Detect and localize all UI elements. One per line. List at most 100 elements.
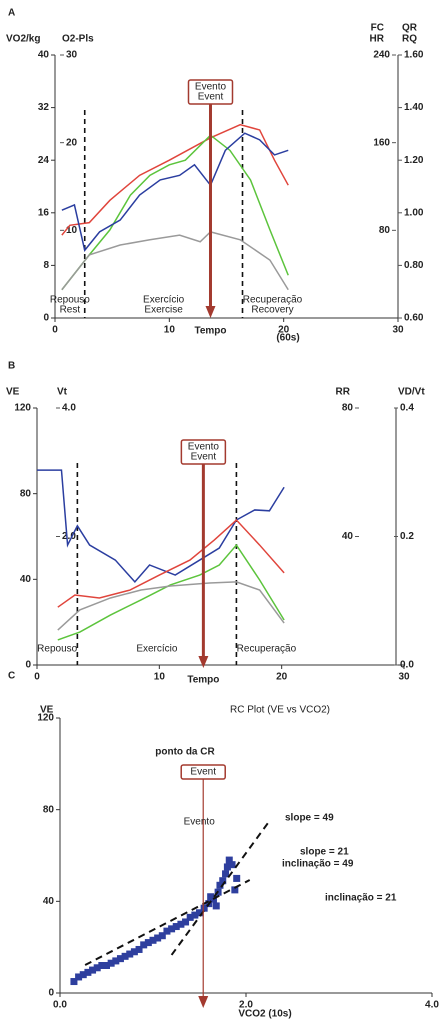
extra-tick-label: 1.00 bbox=[404, 207, 424, 218]
phase-label: Rest bbox=[60, 305, 81, 316]
y-axis-title: VO2/kg bbox=[6, 34, 40, 45]
y-tick-label: 120 bbox=[37, 713, 54, 724]
point bbox=[222, 870, 230, 878]
panel-label: B bbox=[8, 361, 15, 372]
point bbox=[144, 939, 152, 947]
point bbox=[233, 874, 241, 882]
point bbox=[168, 925, 176, 933]
phase-label: Repouso bbox=[37, 644, 77, 655]
axis-title: RR bbox=[336, 387, 351, 398]
axis-title: RQ bbox=[402, 34, 417, 45]
extra-tick-label: 80 bbox=[342, 403, 354, 414]
extra-tick-label: 240 bbox=[373, 50, 390, 61]
extra-tick-label: 1.60 bbox=[404, 50, 424, 61]
annotation: inclinação = 21 bbox=[325, 893, 397, 904]
point bbox=[140, 941, 148, 949]
y-tick-label: 24 bbox=[38, 155, 50, 166]
axis-title: QR bbox=[402, 23, 418, 34]
panel-label: A bbox=[8, 8, 15, 19]
point bbox=[79, 971, 87, 979]
y-tick-label: 0 bbox=[25, 660, 31, 671]
phase-label: Recovery bbox=[251, 305, 293, 316]
x-tick-label: 0.0 bbox=[53, 1000, 67, 1011]
x-label: Tempo bbox=[194, 326, 226, 337]
point bbox=[89, 966, 97, 974]
x-label: Tempo bbox=[187, 675, 219, 686]
extra-tick-label: 2.0 bbox=[62, 531, 76, 542]
point bbox=[186, 913, 194, 921]
x-tick-label: 4.0 bbox=[425, 1000, 439, 1011]
axis-title: VD/Vt bbox=[398, 387, 425, 398]
x-axis-title: VCO2 (10s) bbox=[238, 1009, 291, 1020]
extra-tick-label: 1.40 bbox=[404, 102, 424, 113]
annotation: slope = 21 bbox=[300, 847, 349, 858]
fit-line bbox=[84, 879, 251, 966]
extra-tick-label: 0.60 bbox=[404, 313, 424, 324]
series-line bbox=[61, 123, 289, 236]
point bbox=[207, 893, 215, 901]
extra-tick-label: 4.0 bbox=[62, 403, 76, 414]
point bbox=[98, 962, 106, 969]
subtitle: ponto da CR bbox=[155, 747, 215, 758]
point bbox=[126, 950, 134, 958]
y-tick-label: 80 bbox=[43, 804, 55, 815]
event-label: Event bbox=[190, 767, 216, 778]
event-arrow bbox=[205, 306, 216, 318]
y-axis-title: VE bbox=[40, 705, 54, 716]
point bbox=[223, 863, 231, 871]
point bbox=[219, 877, 227, 885]
extra-tick-label: 0.4 bbox=[400, 403, 414, 414]
y-axis-title: VE bbox=[6, 387, 20, 398]
x-tick-label: 0 bbox=[34, 672, 40, 683]
y-tick-label: 80 bbox=[20, 488, 32, 499]
point bbox=[216, 881, 224, 889]
phase-label: Recuperação bbox=[237, 644, 297, 655]
phase-label: Exercise bbox=[144, 305, 183, 316]
point bbox=[163, 927, 171, 935]
event-label: Event bbox=[191, 452, 217, 463]
series-line bbox=[57, 518, 285, 608]
x-tick-label: 0 bbox=[52, 325, 58, 336]
axis-title: O2-Pls bbox=[62, 34, 94, 45]
x-axis-title: (60s) bbox=[276, 333, 299, 344]
point bbox=[182, 918, 190, 926]
phase-label: Exercício bbox=[143, 295, 185, 306]
point bbox=[116, 955, 124, 963]
point bbox=[212, 902, 220, 910]
x-tick-label: 30 bbox=[392, 325, 404, 336]
x-tick-label: 10 bbox=[164, 325, 176, 336]
y-tick-label: 40 bbox=[38, 50, 50, 61]
point bbox=[154, 934, 162, 942]
fit-line bbox=[170, 819, 271, 956]
extra-tick-label: 40 bbox=[342, 531, 354, 542]
panel-label: C bbox=[8, 671, 15, 682]
x-tick-label: 20 bbox=[276, 672, 288, 683]
extra-tick-label: 80 bbox=[379, 225, 391, 236]
y-tick-label: 40 bbox=[43, 896, 55, 907]
extra-tick-label: 10 bbox=[66, 225, 78, 236]
point bbox=[172, 923, 180, 931]
series-line bbox=[57, 543, 285, 641]
point bbox=[84, 968, 92, 976]
point bbox=[130, 948, 138, 956]
series-line bbox=[37, 469, 285, 584]
series-line bbox=[57, 581, 285, 631]
point bbox=[177, 920, 185, 928]
point bbox=[135, 945, 143, 953]
point bbox=[225, 856, 233, 864]
axis-title: FC bbox=[371, 23, 384, 34]
x-tick-label: 2.0 bbox=[239, 1000, 253, 1011]
extra-tick-label: 0.80 bbox=[404, 260, 424, 271]
point bbox=[121, 952, 129, 960]
x-tick-label: 30 bbox=[398, 672, 410, 683]
event-arrow bbox=[198, 656, 209, 668]
point bbox=[112, 957, 120, 965]
point bbox=[93, 964, 101, 972]
phase-label: Repouso bbox=[50, 295, 90, 306]
extra-tick-label: 30 bbox=[66, 50, 78, 61]
extra-tick-label: 1.20 bbox=[404, 155, 424, 166]
extra-tick-label: 0.2 bbox=[400, 531, 414, 542]
series-line bbox=[61, 132, 289, 252]
annotation: inclinação = 49 bbox=[282, 859, 354, 870]
y-tick-label: 32 bbox=[38, 102, 50, 113]
